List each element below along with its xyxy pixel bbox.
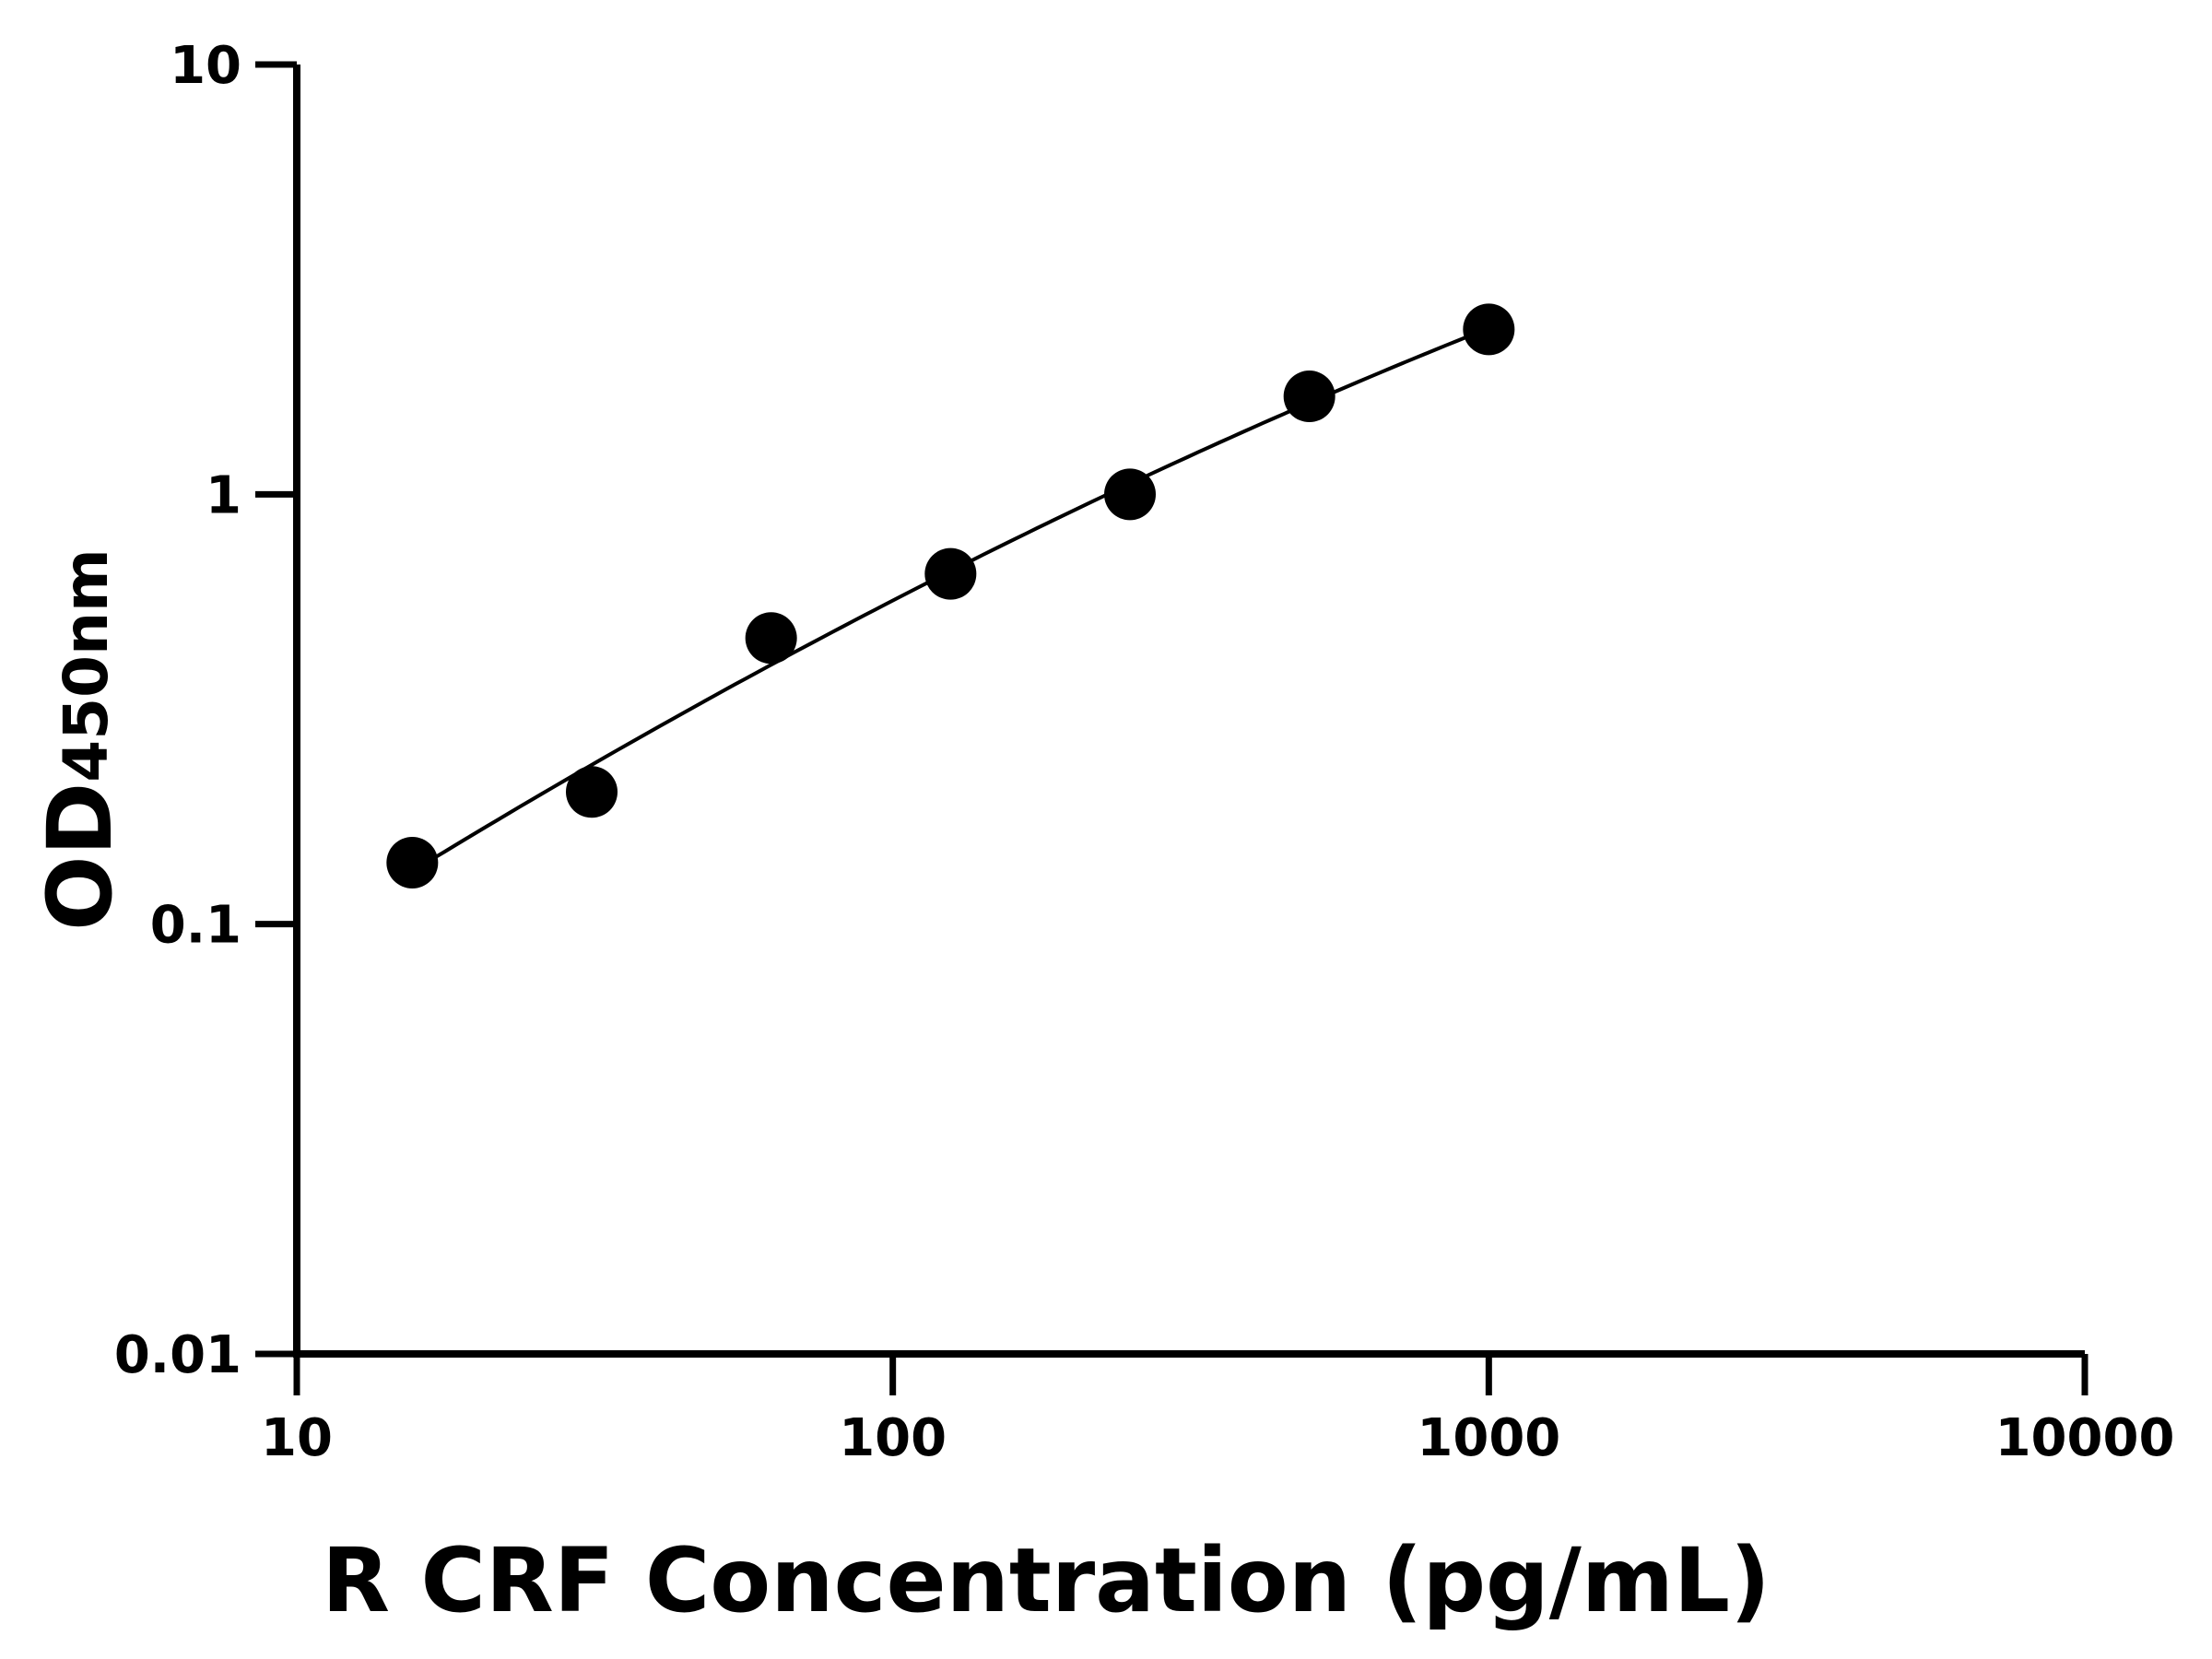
data-points xyxy=(386,303,1515,888)
y-tick-label: 1 xyxy=(206,465,241,525)
axes xyxy=(293,65,2085,1358)
y-tick-label: 10 xyxy=(170,36,241,96)
x-tick-label: 10 xyxy=(261,1408,333,1468)
data-point xyxy=(1104,468,1157,521)
x-tick-label: 10000 xyxy=(1995,1408,2175,1468)
data-point xyxy=(924,547,977,600)
y-axis-label: OD450nm xyxy=(29,548,132,931)
data-point xyxy=(1283,371,1335,423)
data-point xyxy=(386,836,439,888)
x-tick-label: 1000 xyxy=(1417,1408,1560,1468)
y-tick-label: 0.01 xyxy=(114,1325,241,1385)
data-point xyxy=(1463,303,1515,356)
ticks: 10 100 1000 10000 0.01 0.1 1 10 xyxy=(114,36,2175,1468)
x-tick-label: 100 xyxy=(839,1408,947,1468)
x-axis-label: R CRF Concentration (pg/mL) xyxy=(322,1529,1771,1632)
data-point xyxy=(566,766,618,818)
y-axis-label-subscript: 450nm xyxy=(51,548,122,782)
y-axis-label-main: OD xyxy=(29,782,132,931)
y-tick-label: 0.1 xyxy=(150,896,241,956)
data-point xyxy=(745,612,797,665)
